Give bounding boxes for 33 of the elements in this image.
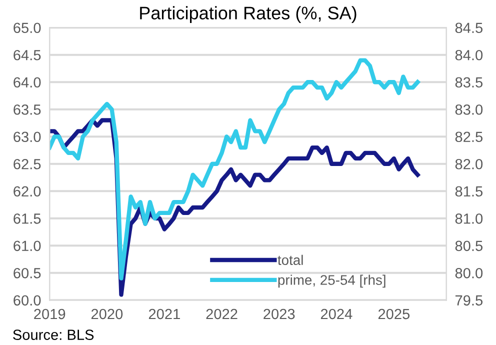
x-tick-label: 2021	[148, 308, 180, 320]
y-tick-label: 62.0	[14, 186, 41, 197]
y-tick-label: 63.0	[14, 132, 41, 142]
y2-tick-label: 84.0	[455, 50, 483, 60]
x-tick-label: 2024	[320, 308, 352, 320]
x-tick-label: 2020	[91, 308, 123, 320]
y2-tick-label: 83.5	[455, 77, 483, 88]
y2-tick-label: 82.0	[455, 158, 483, 170]
y-tick-label: 60.5	[14, 268, 41, 278]
legend-label: total	[278, 254, 303, 266]
y2-tick-label: 82.5	[455, 132, 483, 142]
x-tick-label: 2023	[264, 308, 295, 320]
y-tick-label: 65.0	[14, 22, 41, 34]
y2-tick-label: 84.5	[455, 22, 483, 34]
legend-label: prime, 25-54 [rhs]	[278, 274, 386, 288]
y-tick-label: 63.5	[14, 104, 41, 115]
y-tick-label: 64.5	[14, 50, 41, 60]
chart-title: Participation Rates (%, SA)	[140, 6, 356, 24]
y-tick-label: 61.5	[14, 213, 41, 224]
y2-tick-label: 80.5	[455, 240, 483, 252]
y2-tick-label: 81.5	[455, 186, 483, 197]
y-tick-label: 61.0	[14, 240, 41, 252]
y2-tick-label: 80.0	[455, 268, 483, 278]
source-note: Source: BLS	[13, 330, 94, 340]
y-tick-label: 60.0	[14, 295, 41, 306]
x-tick-label: 2025	[378, 308, 410, 320]
x-tick-label: 2019	[34, 308, 66, 320]
y-tick-label: 62.5	[14, 158, 41, 170]
y2-tick-label: 81.0	[455, 213, 483, 224]
y2-tick-label: 83.0	[455, 104, 483, 115]
y2-tick-label: 79.5	[455, 295, 483, 306]
x-tick-label: 2022	[206, 308, 238, 320]
y-tick-label: 64.0	[14, 77, 41, 88]
